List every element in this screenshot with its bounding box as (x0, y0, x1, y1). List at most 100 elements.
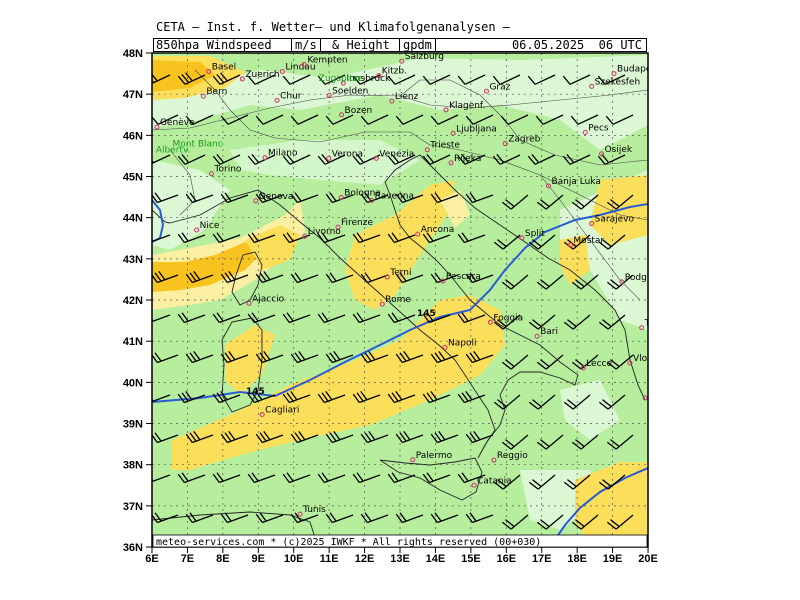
city-marker (335, 224, 341, 230)
contour-145 (152, 203, 648, 403)
wind-barb (527, 74, 556, 85)
city-label: Livorno (308, 227, 342, 237)
lon-label: 19E (603, 553, 623, 565)
wind-barb (457, 154, 486, 165)
lightgreen-ionian (560, 380, 620, 440)
wind-barb (501, 514, 529, 530)
wind-barb (598, 234, 626, 250)
wind-barb (325, 512, 354, 524)
wind-barb (492, 74, 521, 85)
wind-barb (598, 394, 626, 410)
lat-lon-grid (152, 53, 648, 547)
city-label: Venezia (379, 149, 414, 159)
contour-label-2: 145 (246, 387, 265, 397)
wind-barb (220, 350, 249, 364)
lon-label: 14E (426, 553, 446, 565)
wind-barb (255, 192, 284, 204)
wind-barb (465, 272, 494, 284)
wind-barb (492, 154, 521, 165)
city-label: Reggio (497, 451, 528, 461)
mountain-label: Albertv. (156, 146, 191, 156)
wind-barb (212, 472, 241, 484)
wind-barb (422, 154, 451, 165)
wind-barb (325, 114, 354, 125)
wind-barb (282, 390, 311, 404)
city-label: Budapest (617, 65, 660, 75)
city-label: Verona (332, 149, 363, 159)
wind-barb (177, 72, 206, 85)
lat-label: 36N (123, 542, 143, 554)
wind-barb (465, 430, 494, 444)
wind-barb (387, 154, 416, 165)
orange-ligurian (152, 240, 265, 292)
city-marker (619, 279, 625, 285)
wind-barb (352, 232, 381, 244)
lat-label: 42N (123, 295, 143, 307)
wind-barb (185, 430, 214, 444)
city-marker (253, 198, 259, 204)
wind-barb (501, 274, 529, 290)
wind-barb (352, 390, 381, 404)
lat-label: 40N (123, 377, 143, 389)
wind-barb (563, 314, 591, 330)
source-line: CETA — Inst. f. Wetter— und Klimafolgena… (156, 20, 511, 34)
city-label: Ajaccio (252, 294, 285, 304)
city-label: Podgorica (625, 273, 669, 283)
wind-barb (387, 472, 416, 484)
lat-label: 37N (123, 501, 143, 513)
contour-southeast (549, 467, 648, 547)
city-label: Korfu (648, 389, 672, 399)
wind-barb (290, 430, 319, 444)
wind-barb (325, 350, 354, 364)
city-label: Genève (160, 117, 195, 128)
city-label: Napoli (448, 338, 476, 348)
lon-label: 15E (461, 553, 481, 565)
wind-barb (185, 350, 214, 364)
wind-barb (255, 512, 284, 524)
city-marker (580, 365, 586, 371)
city-marker (448, 160, 454, 166)
wind-barb (290, 192, 319, 204)
city-label: Banja Luka (551, 177, 600, 187)
wind-barb (387, 232, 416, 244)
wind-barb (571, 274, 599, 290)
wind-barb (535, 114, 564, 125)
wind-barb (255, 350, 284, 364)
city-marker (379, 301, 385, 307)
lon-label: 13E (390, 553, 410, 565)
balkan-coast (419, 154, 646, 401)
city-marker (206, 69, 212, 75)
city-label: Firenze (341, 218, 373, 228)
height-unit: gpdm (399, 38, 436, 52)
wind-barb (360, 512, 389, 524)
wind-barb (360, 272, 389, 284)
wind-barb (177, 312, 206, 324)
city-marker (483, 88, 489, 94)
wind-barb (317, 232, 346, 244)
contour-label-1: 145 (417, 309, 436, 319)
city-label: Kitzb. (382, 67, 407, 77)
wind-barb (571, 194, 599, 210)
city-marker (534, 333, 540, 339)
city-marker (239, 76, 245, 82)
city-label: Szekesfeh (595, 77, 641, 87)
wind-barb (422, 312, 451, 324)
wind-barb (571, 354, 599, 370)
wind-barb (212, 72, 241, 85)
city-marker (589, 83, 595, 89)
city-marker (384, 274, 390, 280)
wind-barb (536, 434, 564, 450)
wind-barb (177, 390, 206, 404)
wind-barb (528, 394, 556, 410)
city-marker (338, 195, 344, 201)
wind-barb (282, 74, 311, 85)
wind-barb (598, 474, 626, 490)
city-label: Bari (540, 327, 558, 337)
city-label: Genova (259, 192, 294, 202)
wind-barb (536, 514, 564, 530)
lon-label: 9E (252, 553, 265, 565)
copyright-footer: meteo-services.com * (c)2025 IWKF * All … (156, 537, 541, 548)
city-marker (442, 344, 448, 350)
wind-barb (422, 232, 451, 244)
